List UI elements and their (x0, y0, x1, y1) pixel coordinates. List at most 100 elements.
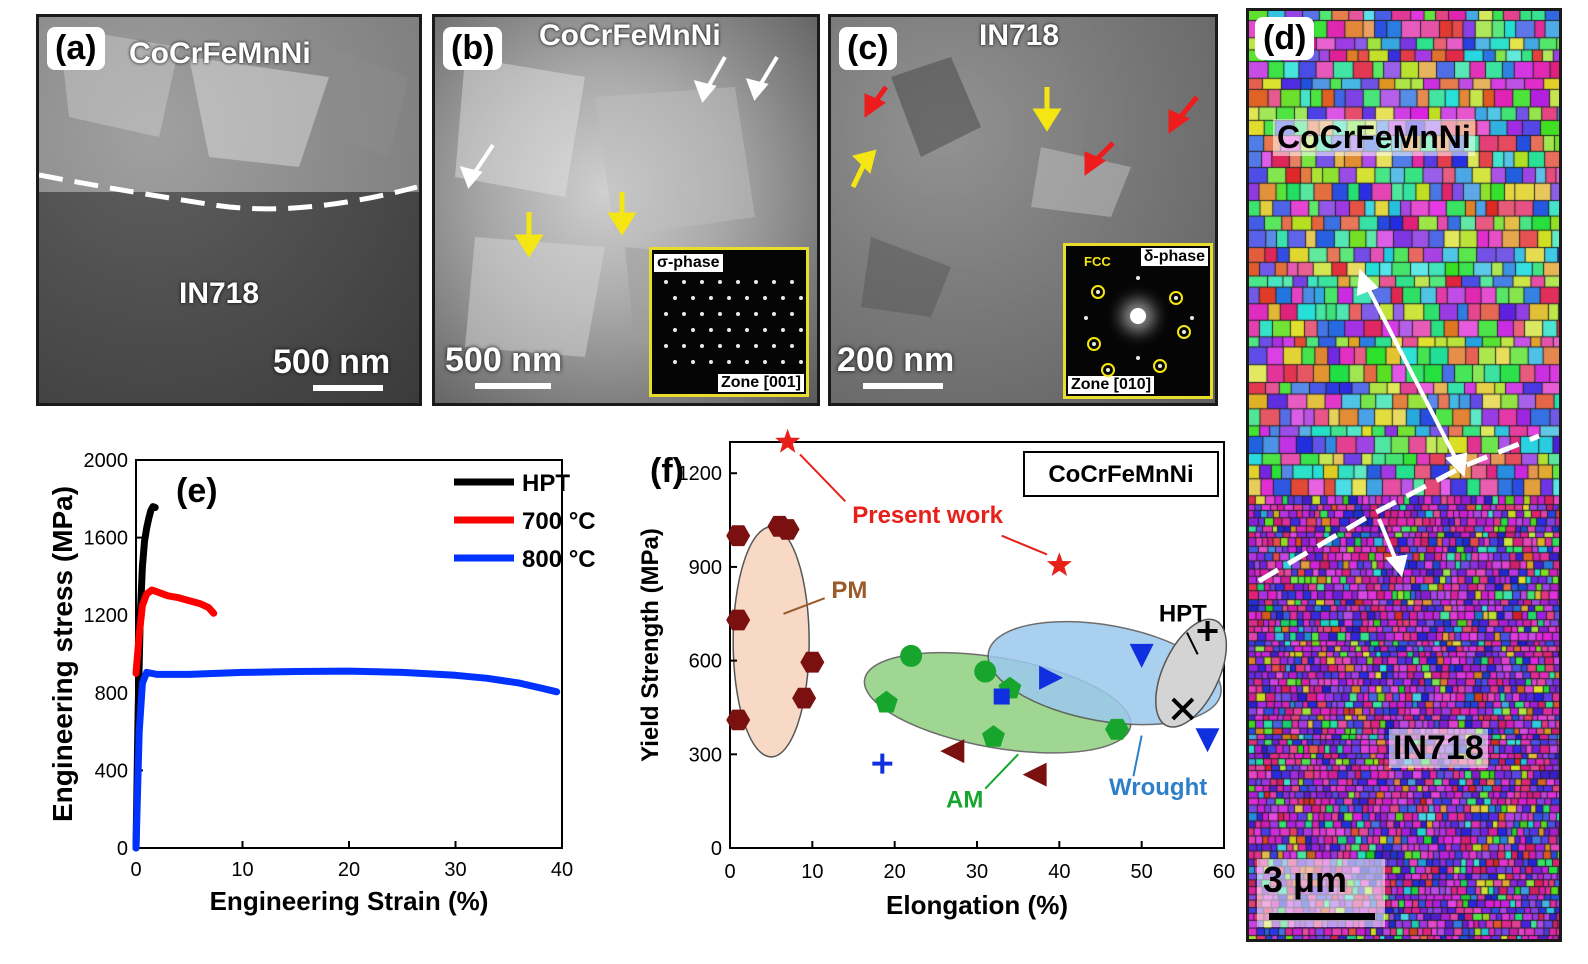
annotation-am: AM (946, 786, 983, 813)
x-tick-label: 30 (444, 859, 466, 881)
annotation-arrow (984, 753, 1019, 790)
y-tick-label: 800 (95, 683, 128, 705)
fcc-spot-circle (1153, 359, 1167, 373)
panel-d-ebsd-map: (d) CoCrFeMnNi IN718 3 μm (1246, 8, 1562, 942)
fcc-label: FCC (1084, 254, 1111, 269)
diffraction-spot (736, 312, 740, 316)
data-point (1195, 728, 1220, 753)
triangle-left-marker (940, 739, 965, 764)
red-arrows (864, 85, 1199, 176)
annotation-arrow (1001, 534, 1048, 556)
diffraction-spot (700, 344, 704, 348)
x-axis-label: Engineering Strain (%) (210, 886, 489, 916)
panel-c-tem-image: (c) IN718 200 nm FCC δ-phase Zone [010] (828, 14, 1218, 406)
y-tick-label: 2000 (84, 450, 129, 472)
diffraction-spot (754, 280, 758, 284)
panel-d-overlay (1257, 268, 1540, 584)
diffraction-spot (727, 360, 731, 364)
diffraction-spot (691, 328, 695, 332)
title-box (1023, 451, 1219, 497)
diffraction-spot (736, 280, 740, 284)
panel-b-diffraction-inset: σ-phase Zone [001] (649, 247, 809, 397)
diffraction-spot (727, 296, 731, 300)
x-tick-label: 40 (551, 859, 573, 881)
diffraction-spot (718, 344, 722, 348)
panel-b-title: CoCrFeMnNi (539, 19, 721, 52)
diffraction-spot (772, 344, 776, 348)
y-tick-label: 900 (689, 557, 722, 579)
panel-b-tem-image: (b) CoCrFeMnNi 500 nm σ-phase Zone [001] (432, 14, 820, 406)
star-marker (1046, 552, 1072, 576)
yellow-arrows (514, 192, 637, 258)
diffraction-spot (709, 328, 713, 332)
panel-b-label: (b) (443, 27, 503, 70)
y-tick-label: 300 (689, 744, 722, 766)
y-axis-label: Engineering stress (MPa) (47, 486, 78, 822)
diffraction-spot (754, 344, 758, 348)
delta-phase-label: δ-phase (1140, 248, 1208, 266)
diffraction-spot (799, 296, 803, 300)
panel-a-tem-image: (a) CoCrFeMnNi IN718 500 nm (36, 14, 422, 406)
annotation-arrow (1132, 735, 1143, 777)
data-point (1197, 620, 1218, 641)
chart-e-stress-strain: (e) 0 10 20 30 400400800120016002000Engineer… (47, 450, 596, 916)
diffraction-spot (772, 280, 776, 284)
annotation-arrow (783, 597, 826, 615)
diffraction-spot (790, 280, 794, 284)
panel-c-zone-label: Zone [010] (1068, 376, 1155, 394)
ebsd-top-region-label: CoCrFeMnNi (1273, 119, 1475, 156)
diffraction-spot (718, 280, 722, 284)
hexagon-marker (726, 709, 751, 731)
panel-b-scale-text: 500 nm (445, 341, 563, 379)
fcc-spot-circle (1087, 337, 1101, 351)
diffraction-spot (745, 296, 749, 300)
x-tick-label: 10 (231, 859, 253, 881)
panel-c-scale-bar (863, 383, 943, 389)
data-point (1046, 552, 1072, 576)
y-tick-label: 1200 (84, 605, 129, 627)
diffraction-spot (700, 280, 704, 284)
diffraction-spot (799, 328, 803, 332)
yellow-arrows (850, 87, 1062, 189)
y-axis-label: Yield Strength (MPa) (637, 528, 664, 762)
diffraction-spot (790, 312, 794, 316)
sigma-phase-label: σ-phase (654, 254, 723, 272)
grain-size-arrows (1356, 268, 1468, 578)
legend-label: 700 °C (522, 508, 596, 535)
hexagon-marker (792, 687, 817, 709)
legend-label: HPT (522, 470, 570, 497)
ebsd-scale-bar (1269, 913, 1375, 920)
transmitted-beam-spot (1130, 308, 1146, 324)
data-point (775, 428, 801, 453)
diffraction-spot (664, 280, 668, 284)
x-tick-label: 40 (1048, 861, 1070, 883)
data-point (1022, 762, 1047, 787)
diffraction-spot (673, 328, 677, 332)
diffraction-spot (691, 296, 695, 300)
x-tick-label: 10 (801, 861, 823, 883)
diffraction-spot (1136, 356, 1140, 360)
diffraction-spot (781, 360, 785, 364)
diffraction-spot (745, 360, 749, 364)
data-point (982, 725, 1005, 747)
data-point (875, 690, 898, 713)
annotation-pm: PM (831, 577, 867, 604)
data-point (872, 753, 893, 774)
panel-c-diffraction-inset: FCC δ-phase Zone [010] (1063, 243, 1213, 399)
y-tick-label: 600 (689, 651, 722, 673)
ebsd-bottom-region-label: IN718 (1389, 729, 1488, 768)
triangle-down-marker (1195, 728, 1220, 753)
ebsd-grain-map (1249, 11, 1559, 939)
diffraction-spot (736, 344, 740, 348)
data-point (1039, 665, 1064, 690)
data-point (1105, 718, 1129, 740)
hexagon-marker (726, 609, 751, 631)
pentagon-marker (875, 690, 898, 713)
diffraction-spot (709, 360, 713, 364)
data-point (726, 525, 751, 547)
annotation-present-work: Present work (852, 502, 1003, 529)
annotation-arrow (1186, 632, 1199, 655)
hexagon-marker (800, 651, 825, 673)
diffraction-spot (682, 312, 686, 316)
triangle-down-marker (1129, 643, 1154, 668)
